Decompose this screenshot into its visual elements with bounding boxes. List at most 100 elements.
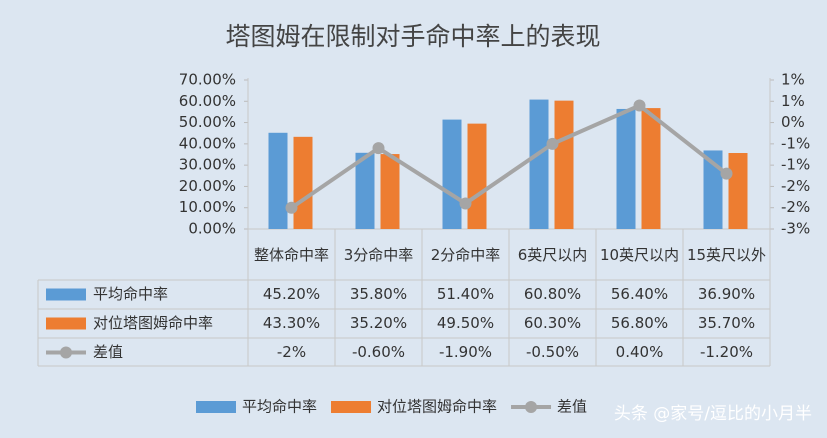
category-label-box: 3分命中率 <box>343 245 414 264</box>
legend-label: 对位塔图姆命中率 <box>377 398 497 416</box>
table-series-name: 对位塔图姆命中率 <box>93 314 214 332</box>
bar <box>554 100 574 229</box>
category-label-box: 10英尺以内 <box>599 245 680 264</box>
legend-label: 平均命中率 <box>242 398 317 416</box>
line-point <box>720 167 733 180</box>
y2-tick-label: 0% <box>781 113 805 131</box>
bar <box>355 152 375 229</box>
table-value-box: 51.40% <box>436 285 495 303</box>
category-label: 整体命中率 <box>253 245 329 264</box>
table-value: 43.30% <box>262 314 321 332</box>
table-series-name: 平均命中率 <box>93 285 169 303</box>
bar <box>703 150 723 229</box>
y-tick-label: 30.00% <box>179 156 236 174</box>
bar <box>728 153 748 229</box>
watermark: 头条 @家号/逗比的小月半 <box>614 404 812 424</box>
line-point <box>459 197 472 210</box>
legend-label: 差值 <box>557 398 587 416</box>
y-tick-label: 20.00% <box>179 177 236 195</box>
table-value-box: 35.20% <box>349 314 408 332</box>
table-series-name-box: 平均命中率 <box>93 285 169 303</box>
table-legend-swatch <box>46 317 86 330</box>
table-value: -0.50% <box>525 343 580 361</box>
table-value: 35.80% <box>349 285 408 303</box>
y-tick-label: 0.00% <box>188 220 236 238</box>
chart-title: 塔图姆在限制对手命中率上的表现 <box>225 22 600 51</box>
category-label-box: 2分命中率 <box>430 245 501 264</box>
line <box>290 103 728 210</box>
legend-swatch <box>331 401 372 413</box>
table-value-box: 49.50% <box>436 314 495 332</box>
bar <box>293 136 313 229</box>
bar <box>442 119 462 229</box>
line-point <box>285 201 298 214</box>
table-value: 35.70% <box>697 314 756 332</box>
y2-tick-label: 1% <box>781 92 805 110</box>
bar <box>529 99 549 229</box>
legend-swatch <box>196 401 236 413</box>
y2-tick-label: -2% <box>781 177 810 195</box>
table-value: 45.20% <box>262 285 321 303</box>
line-point <box>633 99 646 112</box>
table-value-box: 36.90% <box>697 285 756 303</box>
category-label-box: 15英尺以外 <box>686 245 767 264</box>
table-value: 49.50% <box>436 314 495 332</box>
table-value-box: 56.80% <box>610 314 669 332</box>
y2-tick-label: -1% <box>781 156 810 174</box>
table-value: -0.60% <box>351 343 406 361</box>
y-tick-label: 40.00% <box>179 134 236 152</box>
table-value-box: -2% <box>276 343 307 361</box>
bar <box>380 154 400 229</box>
table-value: 60.30% <box>523 314 582 332</box>
table-value-box: 56.40% <box>611 285 668 303</box>
table-value: 56.80% <box>610 314 669 332</box>
table-value-box: -0.50% <box>525 343 580 361</box>
y-tick-label: 50.00% <box>179 113 236 131</box>
table-value: 36.90% <box>697 285 756 303</box>
table-legend-swatch <box>60 346 72 359</box>
bar <box>268 132 288 229</box>
legend-swatch <box>525 401 538 413</box>
bar <box>641 108 661 229</box>
bar <box>467 123 487 229</box>
table-value-box: 45.20% <box>262 285 321 303</box>
line-point <box>546 137 559 150</box>
table-value: 0.40% <box>615 343 664 361</box>
table-series-name: 差值 <box>93 343 124 361</box>
table-value: -1.20% <box>699 343 754 361</box>
table-value-box: 60.80% <box>523 285 582 303</box>
category-label: 6英尺以内 <box>517 245 588 264</box>
table-legend-swatch <box>46 288 86 301</box>
category-label: 10英尺以内 <box>599 245 680 264</box>
y2-tick-label: -2% <box>781 198 810 216</box>
table-value-box: 0.40% <box>615 343 664 361</box>
y2-tick-label: -1% <box>781 134 810 152</box>
table-value-box: -0.60% <box>351 343 406 361</box>
table-value-box: 60.30% <box>523 314 582 332</box>
table-value: 60.80% <box>523 285 582 303</box>
y-tick-label: 70.00% <box>179 71 236 89</box>
category-label: 15英尺以外 <box>686 245 767 264</box>
table-series-name-box: 差值 <box>93 343 124 361</box>
table-value: 35.20% <box>349 314 408 332</box>
bar <box>616 108 636 229</box>
category-label: 2分命中率 <box>430 245 501 264</box>
category-label: 3分命中率 <box>343 245 414 264</box>
y-tick-label: 10.00% <box>179 198 236 216</box>
table-value-box: -1.20% <box>699 343 754 361</box>
table-value: -1.90% <box>438 343 493 361</box>
line-point <box>372 142 385 155</box>
table-value-box: -1.90% <box>438 343 493 361</box>
table-value: 51.40% <box>436 285 495 303</box>
table-value-box: 35.70% <box>697 314 756 332</box>
category-label-box: 6英尺以内 <box>517 245 588 264</box>
table-value-box: 35.80% <box>349 285 408 303</box>
table-value: -2% <box>276 343 307 361</box>
y2-tick-label: 1% <box>781 71 805 89</box>
table-value-box: 43.30% <box>262 314 321 332</box>
table-series-name-box: 对位塔图姆命中率 <box>93 314 214 332</box>
y2-tick-label: -3% <box>781 220 810 238</box>
category-label-box: 整体命中率 <box>253 245 329 264</box>
y-tick-label: 60.00% <box>179 92 236 110</box>
